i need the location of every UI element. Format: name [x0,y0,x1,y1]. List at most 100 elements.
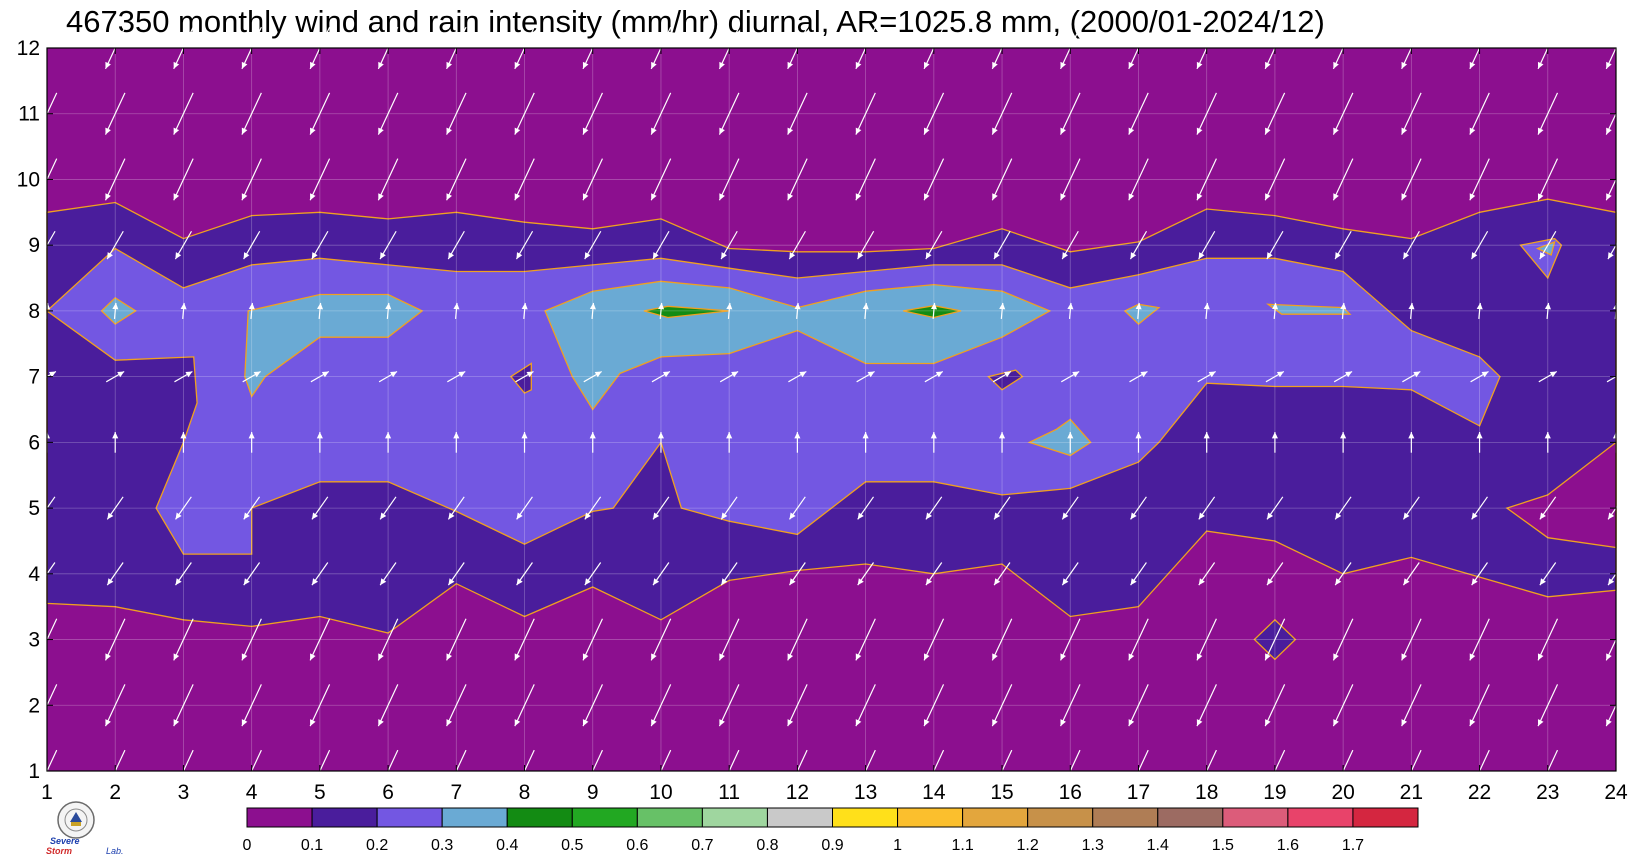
wind-arrow-shaft [650,618,672,661]
wind-arrow [173,158,194,201]
contour-patch-0.3-hours19-20 [1265,303,1352,315]
wind-arrow-head [1128,719,1135,727]
wind-arrow-head [448,512,455,520]
wind-arrow-head [1606,719,1612,727]
wind-arrow [1264,92,1286,135]
wind-arrow-head [175,512,182,520]
wind-arrow-head [1401,719,1408,727]
wind-arrow-head [589,302,596,310]
colorbar-label: 0.3 [431,837,453,854]
y-tick-label: 9 [28,234,40,257]
wind-arrow [1130,496,1147,520]
wind-arrow [514,158,535,201]
wind-arrow [104,158,126,201]
wind-arrow-head [173,719,180,727]
wind-arrow-head [582,784,589,792]
wind-arrow [241,92,262,135]
wind-arrow-shaft [1264,684,1286,727]
wind-arrow-head [719,784,725,792]
wind-arrow-head [584,578,591,586]
colorbar-label: 1.7 [1342,837,1364,854]
wind-arrow-shaft [582,158,604,201]
wind-arrow [241,684,262,727]
wind-arrow [1196,92,1217,135]
wind-arrow-shaft [1128,158,1149,201]
wind-arrow-head [1265,193,1271,201]
wind-arrow [788,496,806,520]
wind-arrow-head [39,512,46,520]
wind-arrow [1128,158,1149,201]
wind-arrow-head [789,512,796,520]
wind-arrow-head [1128,193,1135,201]
wind-arrow-head [1537,127,1544,135]
wind-arrow-shaft [787,158,808,201]
wind-arrow-head [787,61,794,69]
wind-arrow-head [721,512,728,520]
wind-arrow-head [651,61,657,69]
wind-arrow [1401,92,1422,135]
wind-arrow-head [112,302,119,310]
y-tick-label: 11 [18,103,40,126]
wind-arrow-head [924,127,930,135]
wind-arrow [1067,302,1074,319]
wind-arrow [453,302,460,319]
wind-arrow-head [37,784,43,792]
wind-arrow [862,302,869,319]
wind-arrow-head [1140,371,1148,378]
wind-arrow [515,230,534,260]
wind-arrow-head [1130,252,1137,260]
wind-arrow [1059,92,1081,135]
wind-arrow-head [1476,432,1483,439]
wind-arrow-head [867,371,875,378]
colorbar-label: 0.6 [626,837,648,854]
wind-arrow-head [992,719,998,727]
wind-arrow-shaft [377,92,399,135]
wind-arrow [1196,618,1217,661]
wind-arrow-head [37,193,43,201]
wind-arrow [243,562,261,586]
wind-arrow [311,562,329,586]
wind-arrow [385,432,392,453]
x-tick-label: 8 [519,781,531,804]
wind-arrow-shaft [1401,618,1422,661]
wind-arrow-head [516,512,523,520]
wind-arrow-shaft [1537,618,1559,661]
wind-arrow [1476,302,1483,319]
y-tick-label: 1 [28,760,40,783]
wind-arrow-head [241,719,248,727]
wind-arrow-head [248,302,255,310]
wind-arrow [1340,302,1347,319]
wind-arrow [923,92,945,135]
wind-arrow-shaft [241,684,262,727]
wind-arrow [991,618,1013,661]
wind-arrow-head [719,193,725,201]
wind-arrow-head [589,432,596,439]
wind-arrow-head [1266,252,1273,260]
wind-arrow [1539,496,1557,520]
wind-arrow-shaft [1264,158,1286,201]
wind-arrow-shaft [446,618,467,661]
wind-arrow-head [999,302,1006,310]
wind-arrow-head [1469,193,1476,201]
wind-arrow-head [651,719,657,727]
wind-arrow-shaft [923,92,945,135]
wind-arrow [787,92,808,135]
wind-arrow-head [1128,653,1135,661]
wind-arrow-head [1401,653,1408,661]
wind-arrow-head [1413,371,1421,378]
wind-arrow-head [658,302,665,310]
wind-arrow [1334,230,1352,260]
wind-arrow-head [514,127,521,135]
wind-arrow-head [448,578,455,586]
wind-arrow-head [787,784,794,792]
wind-arrow [787,684,808,727]
wind-arrow [1332,618,1354,661]
contour-patch-0.4-hour14 [902,305,962,319]
colorbar-label: 1.1 [951,837,973,854]
colorbar-label: 1.5 [1212,837,1234,854]
wind-arrow-head [930,432,937,439]
wind-arrow-head [1403,252,1410,260]
wind-arrow [1265,370,1285,383]
wind-arrow-head [1062,578,1069,586]
